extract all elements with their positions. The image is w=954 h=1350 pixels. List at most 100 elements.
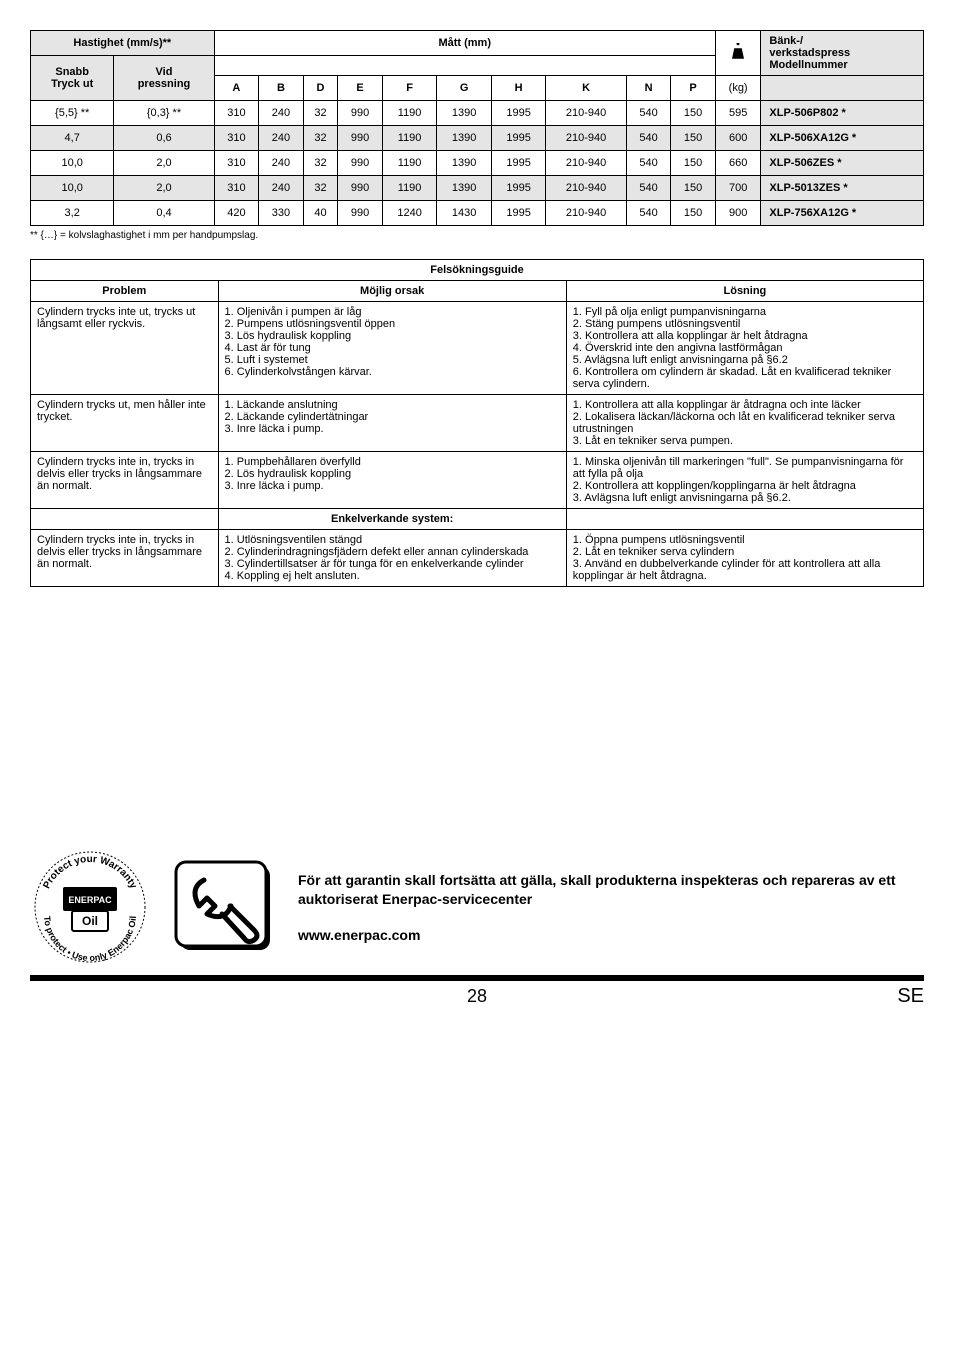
- table-cell: 210-940: [546, 201, 626, 226]
- footer-bar: [30, 975, 924, 981]
- table-cell: 32: [303, 176, 338, 201]
- table-cell: 1390: [437, 151, 492, 176]
- table-cell: 310: [214, 151, 259, 176]
- svg-text:ENERPAC: ENERPAC: [68, 895, 112, 905]
- vid-header: Vid pressning: [114, 56, 214, 101]
- table-cell: Cylindern trycks ut, men håller inte try…: [31, 395, 219, 452]
- table-cell: 1. Fyll på olja enligt pumpanvisningarna…: [566, 302, 923, 395]
- model-cell: XLP-756XA12G *: [761, 201, 924, 226]
- table-row: 3,20,442033040990124014301995210-9405401…: [31, 201, 924, 226]
- table-cell: 540: [626, 126, 671, 151]
- col-K: K: [546, 76, 626, 101]
- guide-cause-header: Möjlig orsak: [218, 281, 566, 302]
- table-row: Cylindern trycks ut, men håller inte try…: [31, 395, 924, 452]
- table-cell: 1. Oljenivån i pumpen är låg 2. Pumpens …: [218, 302, 566, 395]
- table-cell: 150: [671, 151, 716, 176]
- table-cell: 0,4: [114, 201, 214, 226]
- table-cell: 1190: [382, 176, 437, 201]
- table-cell: 10,0: [31, 176, 114, 201]
- table-cell: 1. Öppna pumpens utlösningsventil 2. Låt…: [566, 530, 923, 587]
- table-cell: 540: [626, 101, 671, 126]
- table-cell: 1190: [382, 101, 437, 126]
- table-cell: 1190: [382, 126, 437, 151]
- table-cell: 10,0: [31, 151, 114, 176]
- col-weight: (kg): [715, 76, 761, 101]
- footer: Protect your Warranty • To protect • Use…: [30, 847, 924, 1008]
- table-cell: 330: [259, 201, 304, 226]
- table-cell: 32: [303, 101, 338, 126]
- snabb-header: Snabb Tryck ut: [31, 56, 114, 101]
- table-row: 10,02,031024032990119013901995210-940540…: [31, 151, 924, 176]
- table-cell: 150: [671, 101, 716, 126]
- guide-problem-header: Problem: [31, 281, 219, 302]
- col-D: D: [303, 76, 338, 101]
- table-cell: 1390: [437, 176, 492, 201]
- spec-table: Hastighet (mm/s)** Mått (mm) Bänk-/ verk…: [30, 30, 924, 226]
- table-cell: {5,5} **: [31, 101, 114, 126]
- warranty-badge: Protect your Warranty • To protect • Use…: [30, 847, 150, 967]
- table-cell: 310: [214, 176, 259, 201]
- spec-footnote: ** {…} = kolvslaghastighet i mm per hand…: [30, 230, 924, 241]
- table-cell: 32: [303, 151, 338, 176]
- table-cell: Cylindern trycks inte ut, trycks ut lång…: [31, 302, 219, 395]
- table-cell: 990: [338, 176, 383, 201]
- table-cell: 1995: [491, 101, 546, 126]
- table-cell: 1995: [491, 176, 546, 201]
- table-row: Cylindern trycks inte in, trycks in delv…: [31, 452, 924, 509]
- table-cell: 150: [671, 201, 716, 226]
- col-A: A: [214, 76, 259, 101]
- table-cell: 210-940: [546, 176, 626, 201]
- table-cell: 240: [259, 126, 304, 151]
- table-cell: 600: [715, 126, 761, 151]
- table-cell: 1240: [382, 201, 437, 226]
- table-cell: 240: [259, 101, 304, 126]
- dims-group-header: Mått (mm): [214, 31, 715, 56]
- col-B: B: [259, 76, 304, 101]
- table-cell: 150: [671, 176, 716, 201]
- table-cell: 540: [626, 201, 671, 226]
- guide-table: Felsökningsguide Problem Möjlig orsak Lö…: [30, 259, 924, 587]
- table-row: Cylindern trycks inte in, trycks in delv…: [31, 530, 924, 587]
- col-P: P: [671, 76, 716, 101]
- weight-icon-header: [715, 31, 761, 76]
- table-cell: 1190: [382, 151, 437, 176]
- table-cell: 240: [259, 176, 304, 201]
- table-cell: 990: [338, 201, 383, 226]
- guide-title: Felsökningsguide: [31, 260, 924, 281]
- table-row: 10,02,031024032990119013901995210-940540…: [31, 176, 924, 201]
- table-cell: 4,7: [31, 126, 114, 151]
- table-row: 4,70,631024032990119013901995210-9405401…: [31, 126, 924, 151]
- table-cell: 595: [715, 101, 761, 126]
- single-acting-header: Enkelverkande system:: [218, 509, 566, 530]
- model-cell: XLP-506P802 *: [761, 101, 924, 126]
- svg-text:Protect your Warranty: Protect your Warranty: [41, 854, 138, 891]
- table-cell: 2,0: [114, 151, 214, 176]
- model-cell: XLP-5013ZES *: [761, 176, 924, 201]
- table-cell: 3,2: [31, 201, 114, 226]
- page-number: 28: [90, 986, 864, 1007]
- table-cell: 210-940: [546, 101, 626, 126]
- col-F: F: [382, 76, 437, 101]
- model-cell: XLP-506XA12G *: [761, 126, 924, 151]
- page-lang: SE: [864, 985, 924, 1008]
- col-H: H: [491, 76, 546, 101]
- table-cell: 1995: [491, 126, 546, 151]
- table-cell: 210-940: [546, 126, 626, 151]
- table-cell: 2,0: [114, 176, 214, 201]
- table-cell: 1. Kontrollera att alla kopplingar är åt…: [566, 395, 923, 452]
- table-cell: 1995: [491, 151, 546, 176]
- table-cell: 990: [338, 101, 383, 126]
- table-cell: Cylindern trycks inte in, trycks in delv…: [31, 452, 219, 509]
- table-cell: 1. Läckande anslutning 2. Läckande cylin…: [218, 395, 566, 452]
- table-cell: 1390: [437, 126, 492, 151]
- tool-badge: [174, 860, 274, 954]
- table-cell: 990: [338, 151, 383, 176]
- col-G: G: [437, 76, 492, 101]
- table-cell: 1. Utlösningsventilen stängd 2. Cylinder…: [218, 530, 566, 587]
- table-row: {5,5} **{0,3} **310240329901190139019952…: [31, 101, 924, 126]
- table-cell: 40: [303, 201, 338, 226]
- table-cell: 660: [715, 151, 761, 176]
- table-row: Cylindern trycks inte ut, trycks ut lång…: [31, 302, 924, 395]
- table-cell: 1390: [437, 101, 492, 126]
- footer-link: www.enerpac.com: [298, 927, 924, 943]
